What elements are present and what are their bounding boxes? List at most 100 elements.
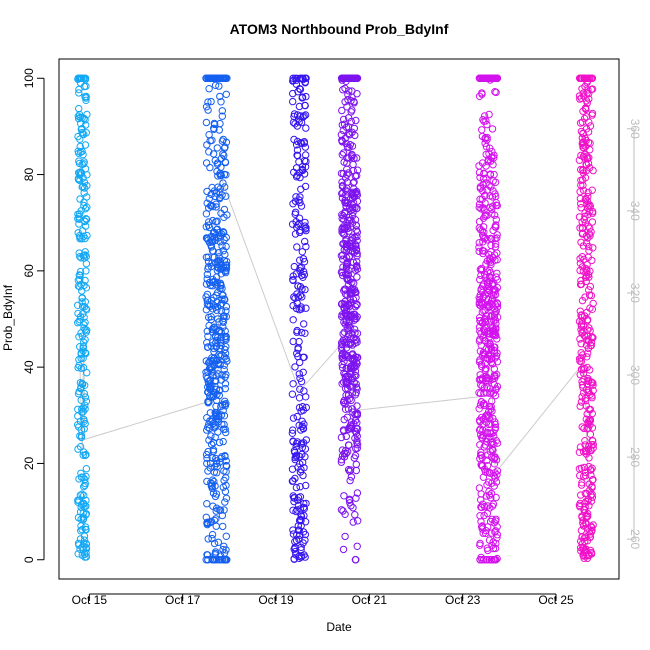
data-point xyxy=(353,329,362,338)
data-point xyxy=(493,276,501,284)
data-point xyxy=(483,257,491,265)
data-point xyxy=(585,462,593,471)
data-point xyxy=(288,390,297,398)
data-point xyxy=(80,189,88,197)
data-point xyxy=(589,379,597,387)
data-point xyxy=(81,525,90,534)
data-point xyxy=(340,427,348,435)
data-point xyxy=(207,440,216,449)
data-point xyxy=(475,389,483,397)
data-point xyxy=(220,400,229,408)
data-point xyxy=(490,389,498,397)
data-point xyxy=(208,556,216,564)
data-point xyxy=(216,506,225,514)
data-point xyxy=(209,150,218,158)
data-point xyxy=(582,232,591,240)
y-tick-label: 20 xyxy=(22,456,36,470)
data-point xyxy=(475,217,484,226)
data-point xyxy=(353,236,361,245)
data-point xyxy=(210,294,218,302)
data-point xyxy=(577,322,586,330)
data-point xyxy=(78,227,87,235)
data-point xyxy=(581,209,589,217)
data-point xyxy=(212,203,220,211)
data-point xyxy=(205,194,214,203)
data-point xyxy=(297,202,306,210)
data-point xyxy=(341,301,350,310)
data-point xyxy=(302,92,310,101)
data-point xyxy=(345,391,353,399)
data-point xyxy=(588,493,597,501)
data-point xyxy=(290,262,298,271)
data-point xyxy=(577,181,585,189)
data-point xyxy=(208,183,216,192)
data-point xyxy=(489,295,497,303)
data-point xyxy=(79,150,87,159)
data-point xyxy=(219,150,227,158)
data-point xyxy=(589,437,597,445)
data-point xyxy=(342,139,350,148)
data-point xyxy=(475,484,484,492)
data-point xyxy=(206,417,214,425)
data-point xyxy=(292,218,300,226)
data-point xyxy=(478,374,487,382)
data-point xyxy=(584,86,592,94)
data-point xyxy=(220,542,228,550)
data-point xyxy=(480,465,489,473)
data-point xyxy=(295,370,303,378)
data-point xyxy=(353,489,362,497)
data-point xyxy=(291,363,299,371)
data-point xyxy=(79,404,87,412)
data-point xyxy=(204,467,212,475)
data-point xyxy=(223,462,231,470)
data-point xyxy=(293,243,301,251)
data-point xyxy=(583,326,592,334)
data-point xyxy=(203,551,211,559)
data-point xyxy=(475,92,484,101)
data-point xyxy=(221,384,230,393)
data-point xyxy=(580,154,588,162)
data-point xyxy=(217,341,225,350)
data-point xyxy=(351,131,359,140)
data-point xyxy=(293,171,301,180)
data-point xyxy=(583,363,591,372)
data-point xyxy=(576,443,585,451)
data-point xyxy=(337,433,346,442)
data-point xyxy=(347,473,356,481)
data-point xyxy=(297,407,305,415)
data-point xyxy=(301,74,310,83)
data-point xyxy=(340,287,348,295)
data-point xyxy=(299,503,308,512)
data-point xyxy=(577,354,585,362)
data-point xyxy=(221,373,229,381)
data-point xyxy=(296,85,305,94)
data-point xyxy=(202,103,211,111)
data-point xyxy=(297,377,306,386)
data-point xyxy=(302,393,310,401)
data-point xyxy=(202,223,211,231)
data-point xyxy=(292,483,301,492)
data-point xyxy=(220,170,229,179)
data-point xyxy=(483,133,491,142)
data-point xyxy=(577,238,585,247)
data-point xyxy=(215,126,224,134)
data-point xyxy=(576,194,585,203)
data-point xyxy=(292,551,300,559)
data-point xyxy=(214,538,223,546)
data-point xyxy=(81,336,89,344)
data-point xyxy=(489,187,497,195)
x-tick-label: Oct 19 xyxy=(258,593,294,607)
data-point xyxy=(300,499,308,508)
data-point xyxy=(484,279,492,287)
data-point xyxy=(588,392,596,400)
data-point xyxy=(493,382,502,391)
data-point xyxy=(220,361,229,369)
data-point xyxy=(212,377,220,385)
data-point xyxy=(222,494,231,502)
data-point xyxy=(289,316,297,324)
data-point xyxy=(301,518,310,526)
data-point xyxy=(475,74,484,83)
data-point xyxy=(79,513,88,521)
data-point xyxy=(577,398,586,406)
data-point xyxy=(582,160,590,168)
